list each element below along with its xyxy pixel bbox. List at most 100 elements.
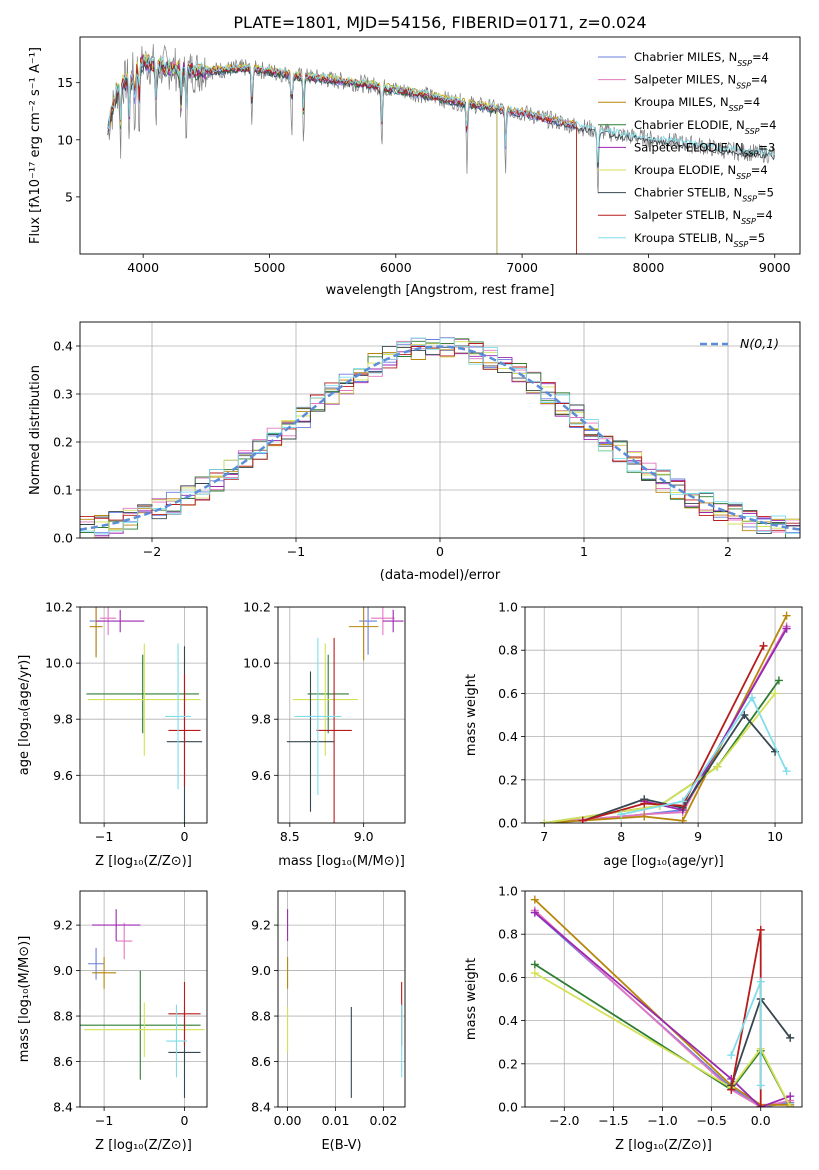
series-marker-5	[530, 969, 539, 978]
series-line-8	[621, 695, 788, 816]
y-tick-label: 9.0	[53, 963, 73, 978]
y-tick-label: 0.8	[498, 927, 518, 942]
y-tick-label: 8.4	[53, 1100, 73, 1115]
series-marker-8	[747, 693, 756, 702]
series-marker-2	[678, 816, 687, 823]
x-axis-label: (data-model)/error	[380, 568, 501, 583]
y-tick-label: 8.6	[251, 1054, 271, 1069]
y-tick-label: 9.2	[53, 918, 73, 933]
series-marker-7	[640, 799, 649, 808]
x-axis-label: Z [log₁₀(Z/Z⊙)]	[95, 1138, 192, 1153]
series-marker-8	[617, 810, 626, 819]
axes-frame	[79, 321, 801, 539]
axes-frame	[524, 606, 803, 824]
plot-area	[278, 607, 405, 823]
series-marker-7	[756, 925, 765, 934]
series-marker-7	[727, 1085, 736, 1094]
legend-label: Kroupa STELIB, NSSP=5	[634, 231, 765, 249]
figure-title: PLATE=1801, MJD=54156, FIBERID=0171, z=0…	[233, 13, 646, 32]
x-tick-label: −1	[287, 544, 305, 559]
y-tick-label: 1.0	[498, 600, 518, 615]
series-marker-8	[756, 977, 765, 986]
x-tick-label: 4000	[127, 260, 159, 275]
y-tick-label: 9.6	[53, 768, 73, 783]
series-line-7	[582, 645, 765, 822]
x-tick-label: 0.00	[274, 1113, 302, 1128]
series-marker-6	[786, 1033, 795, 1042]
y-axis-label: mass weight	[464, 958, 479, 1040]
x-tick-label: −1.5	[598, 1113, 628, 1128]
series-marker-8	[678, 797, 687, 806]
y-tick-label: 9.2	[251, 918, 271, 933]
plot-area	[107, 44, 776, 254]
legend-label: Kroupa MILES, NSSP=4	[634, 95, 760, 113]
y-tick-label: 5	[65, 189, 73, 204]
y-tick-label: 0.2	[498, 772, 518, 787]
series-marker-4	[530, 908, 539, 917]
x-tick-label: 0.01	[322, 1113, 350, 1128]
x-tick-label: −1	[95, 829, 113, 844]
axes-frame	[79, 36, 801, 255]
plot-area	[278, 891, 405, 1107]
x-axis-label: age [log₁₀(age/yr)]	[603, 854, 724, 869]
y-tick-label: 0.4	[53, 339, 73, 354]
series-marker-4	[786, 1092, 795, 1101]
panel-massweight_vs_age: 7 8 9 10 0.0 0.2 0.4 0.6 0.8 1.0 age [log₁₀(age/yr…	[464, 600, 803, 869]
y-axis-label: mass weight	[464, 674, 479, 756]
series-marker-5	[713, 762, 722, 771]
x-tick-label: −1	[95, 1113, 113, 1128]
x-tick-label: 10	[767, 829, 783, 844]
x-tick-label: 0	[436, 544, 444, 559]
y-tick-label: 9.0	[251, 963, 271, 978]
x-axis-label: Z [log₁₀(Z/Z⊙)]	[95, 854, 192, 869]
legend-label: Chabrier MILES, NSSP=4	[634, 50, 769, 68]
y-tick-label: 8.8	[251, 1009, 271, 1024]
panel-age_vs_Z: −1 0 9.6 9.8 10.0 10.2 Z [log₁₀(Z/Z⊙)] age [log…	[17, 600, 208, 869]
gaussian-curve	[80, 345, 800, 531]
y-axis-label: Flux [fλ10⁻¹⁷ erg cm⁻² s⁻¹ A⁻¹]	[28, 47, 43, 244]
y-tick-label: 10	[57, 132, 73, 147]
y-axis-label: mass [log₁₀(M/M⊙)]	[17, 936, 32, 1063]
y-tick-label: 0.1	[53, 483, 73, 498]
x-tick-label: 9	[694, 829, 702, 844]
x-axis-label: E(B-V)	[321, 1138, 361, 1153]
x-tick-label: 9.0	[354, 829, 374, 844]
series-marker-8	[756, 1081, 765, 1090]
axes-frame	[277, 890, 406, 1108]
x-tick-label: 1	[580, 544, 588, 559]
x-tick-label: 8.5	[280, 829, 300, 844]
x-tick-label: 0.0	[751, 1113, 771, 1128]
y-tick-label: 0.8	[498, 643, 518, 658]
x-tick-label: 0	[181, 1113, 189, 1128]
x-tick-label: 0	[181, 829, 189, 844]
series-line-5	[534, 972, 792, 1107]
y-tick-label: 0.0	[53, 531, 73, 546]
x-tick-label: 7000	[506, 260, 538, 275]
y-axis-label: Normed distribution	[28, 365, 43, 495]
axes-frame	[79, 606, 208, 824]
y-tick-label: 0.4	[498, 1013, 518, 1028]
axes-frame	[277, 606, 406, 824]
series-marker-7	[578, 816, 587, 823]
plot-area	[80, 322, 800, 538]
series-line-4	[534, 911, 791, 1107]
series-marker-2	[782, 611, 791, 620]
y-tick-label: 10.2	[45, 600, 73, 615]
legend-label: Salpeter ELODIE, NSSP=3	[634, 140, 775, 158]
panel-mass_vs_Z: −1 0 8.4 8.6 8.8 9.0 9.2 Z [log₁₀(Z/Z⊙)] mass [l…	[17, 890, 208, 1153]
plot-area	[80, 607, 207, 823]
series-marker-5	[771, 689, 780, 698]
legend-label: Chabrier ELODIE, NSSP=4	[634, 118, 776, 136]
x-tick-label: 2	[724, 544, 732, 559]
x-tick-label: −2.0	[549, 1113, 579, 1128]
y-tick-label: 0.0	[498, 1100, 518, 1115]
y-tick-label: 0.2	[53, 435, 73, 450]
y-tick-label: 0.3	[53, 387, 73, 402]
y-tick-label: 0.6	[498, 686, 518, 701]
model-spectrum-8	[107, 54, 776, 163]
legend-label: Salpeter MILES, NSSP=4	[634, 73, 768, 91]
y-axis-label: age [log₁₀(age/yr)]	[17, 655, 32, 776]
x-tick-label: 0.02	[370, 1113, 398, 1128]
y-tick-label: 8.8	[53, 1009, 73, 1024]
plot-area	[80, 891, 207, 1107]
